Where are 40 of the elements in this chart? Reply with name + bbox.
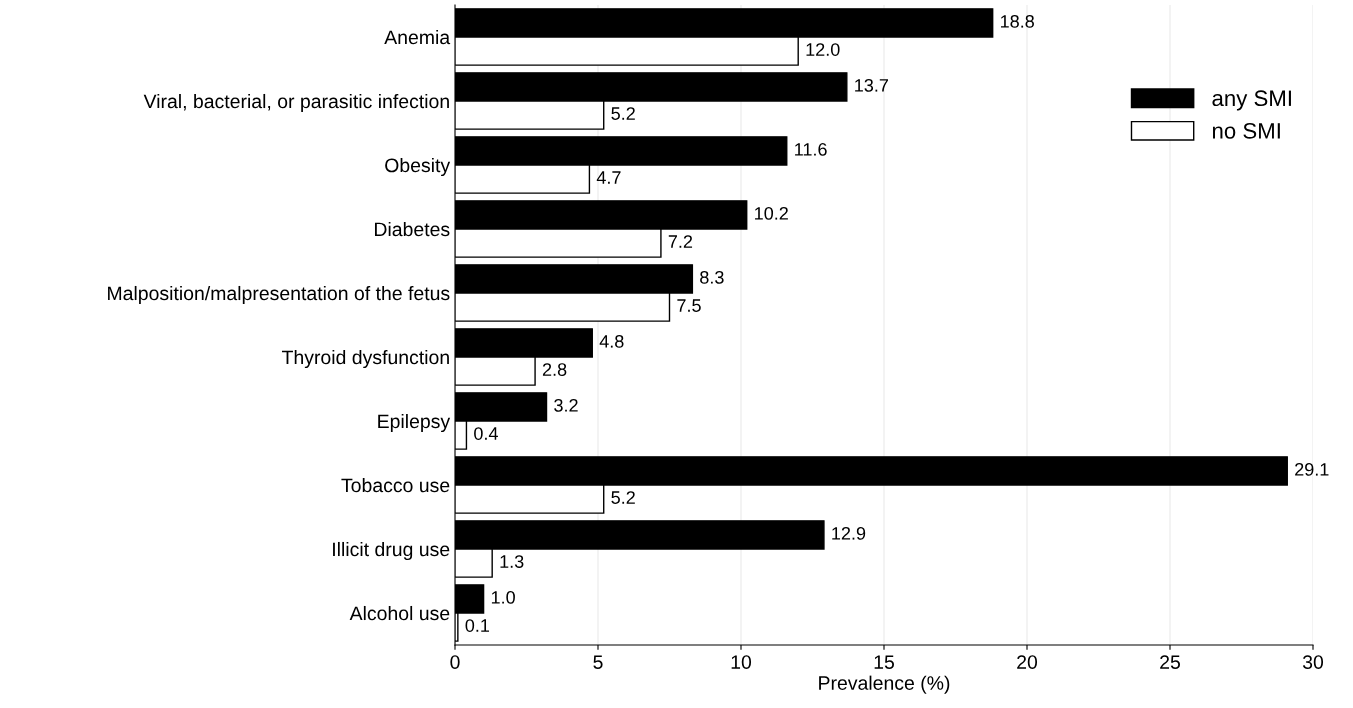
x-tick-label: 5 [593,655,603,669]
legend-label: no SMI [1212,122,1280,139]
data-label: 0.1 [465,619,490,632]
data-label: 5.2 [611,107,635,120]
data-label: 2.8 [542,363,567,376]
x-tick-label: 10 [731,655,752,669]
x-axis-title: Prevalence (%) [819,675,950,694]
data-label: 0.4 [474,427,498,440]
x-tick-label: 20 [1017,655,1038,669]
data-label: 7.2 [668,235,693,248]
data-label: 1.3 [500,555,524,568]
data-label: 5.2 [611,491,635,504]
x-tick-label: 30 [1302,655,1324,669]
data-label: 29.1 [1295,462,1329,476]
x-tick-label: 25 [1160,655,1180,669]
y-tick-label: Illicit drug use [333,541,450,561]
data-label: 4.7 [596,171,621,184]
data-label: 11.6 [795,142,827,156]
y-tick-label: Alcohol use [349,605,450,621]
data-label: 18.8 [1001,14,1034,28]
data-label: 7.5 [677,299,701,312]
y-tick-label: Viral, bacterial, or parasitic infection [143,93,449,113]
legend-label: any SMI [1212,90,1291,111]
y-tick-label: Epilepsy [378,413,451,433]
data-label: 13.7 [855,78,888,92]
data-label: 1.0 [491,590,515,604]
x-tick-label: 15 [874,655,894,669]
data-label: 12.0 [806,43,840,56]
data-label: 3.2 [554,398,578,412]
data-label: 12.9 [832,526,866,540]
y-tick-label: Diabetes [375,221,450,237]
y-tick-label: Thyroid dysfunction [281,349,449,369]
data-label: 4.8 [599,334,624,348]
y-tick-label: Tobacco use [341,477,450,493]
y-tick-label: Malposition/malpresentation of the fetus [108,285,450,305]
y-tick-label: Obesity [385,157,451,177]
data-label: 8.3 [700,270,724,284]
y-tick-label: Anemia [384,29,451,45]
x-tick-label: 0 [450,655,460,669]
data-label: 10.2 [755,206,788,220]
